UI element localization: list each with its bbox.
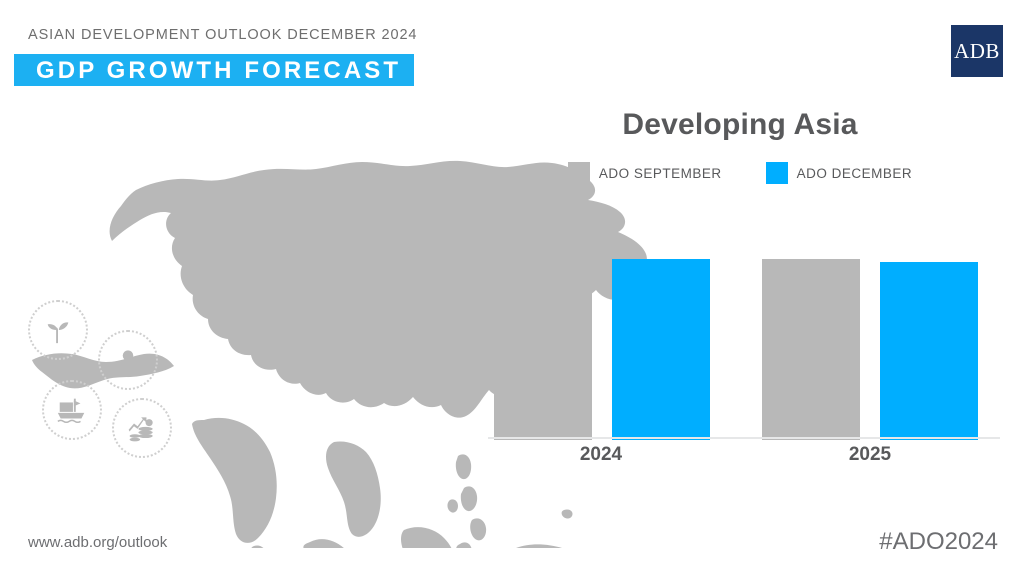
cargo-ship-icon xyxy=(42,380,102,440)
person-icon xyxy=(98,330,158,390)
bar-2024-december xyxy=(612,259,710,440)
gdp-growth-chart: Developing Asia ADO SEPTEMBER ADO DECEMB… xyxy=(480,100,1000,475)
bar-2024-september xyxy=(494,256,592,440)
group-label-2024: 2024 xyxy=(579,444,623,465)
chart-legend: ADO SEPTEMBER ADO DECEMBER xyxy=(480,162,1000,184)
finance-coins-chart-icon xyxy=(112,398,172,458)
chart-axis-line xyxy=(488,437,1000,439)
footer-hashtag: #ADO2024 xyxy=(879,528,998,555)
legend-label-december: ADO DECEMBER xyxy=(796,165,913,181)
bar-2025-september xyxy=(762,259,860,440)
legend-swatch-september xyxy=(567,162,590,184)
bar-2025-december xyxy=(880,262,978,440)
legend-item-ado-december: ADO DECEMBER xyxy=(765,162,913,184)
chart-title: Developing Asia xyxy=(622,108,858,141)
adb-logo: ADB xyxy=(951,25,1003,77)
title-banner xyxy=(14,54,414,86)
legend-swatch-december xyxy=(765,162,788,184)
legend-label-september: ADO SEPTEMBER xyxy=(598,165,722,181)
legend-item-ado-september: ADO SEPTEMBER xyxy=(567,162,722,184)
group-label-2025: 2025 xyxy=(848,444,892,465)
adb-logo-text: ADB xyxy=(954,38,1000,63)
page-title: GDP GROWTH FORECAST xyxy=(36,57,402,84)
footer-website-url[interactable]: www.adb.org/outlook xyxy=(28,534,168,551)
plant-seedling-icon xyxy=(28,300,88,360)
eyebrow-text: ASIAN DEVELOPMENT OUTLOOK DECEMBER 2024 xyxy=(28,27,418,43)
chart-plot-area: 5.0% 4.9% 4.9% 4.8% xyxy=(480,218,1000,440)
